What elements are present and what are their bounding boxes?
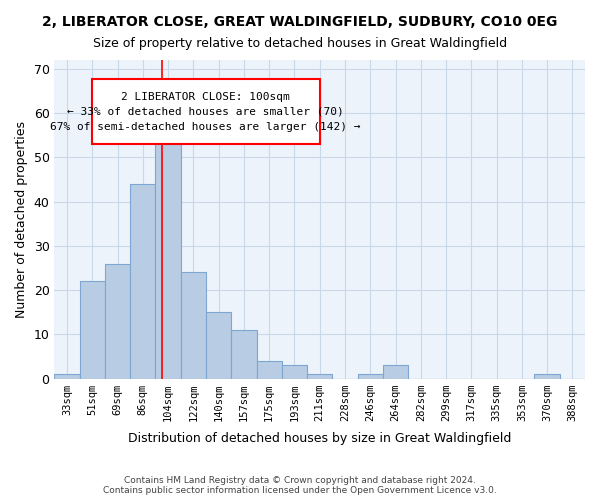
Bar (206, 312, 231, 378)
Bar (307, 374, 332, 378)
Bar (231, 330, 257, 378)
Bar (257, 361, 282, 378)
Text: Contains HM Land Registry data © Crown copyright and database right 2024.
Contai: Contains HM Land Registry data © Crown c… (103, 476, 497, 495)
X-axis label: Distribution of detached houses by size in Great Waldingfield: Distribution of detached houses by size … (128, 432, 511, 445)
Bar (55, 374, 80, 378)
Y-axis label: Number of detached properties: Number of detached properties (15, 121, 28, 318)
Text: Size of property relative to detached houses in Great Waldingfield: Size of property relative to detached ho… (93, 38, 507, 51)
Text: 2, LIBERATOR CLOSE, GREAT WALDINGFIELD, SUDBURY, CO10 0EG: 2, LIBERATOR CLOSE, GREAT WALDINGFIELD, … (43, 15, 557, 29)
Bar (130, 184, 155, 378)
Bar (181, 272, 206, 378)
Bar (155, 122, 181, 378)
Bar (105, 264, 130, 378)
Bar (358, 374, 383, 378)
Bar (282, 366, 307, 378)
Bar (80, 281, 105, 378)
Bar (535, 374, 560, 378)
FancyBboxPatch shape (92, 79, 320, 144)
Text: 2 LIBERATOR CLOSE: 100sqm
← 33% of detached houses are smaller (70)
67% of semi-: 2 LIBERATOR CLOSE: 100sqm ← 33% of detac… (50, 92, 361, 132)
Bar (383, 366, 408, 378)
